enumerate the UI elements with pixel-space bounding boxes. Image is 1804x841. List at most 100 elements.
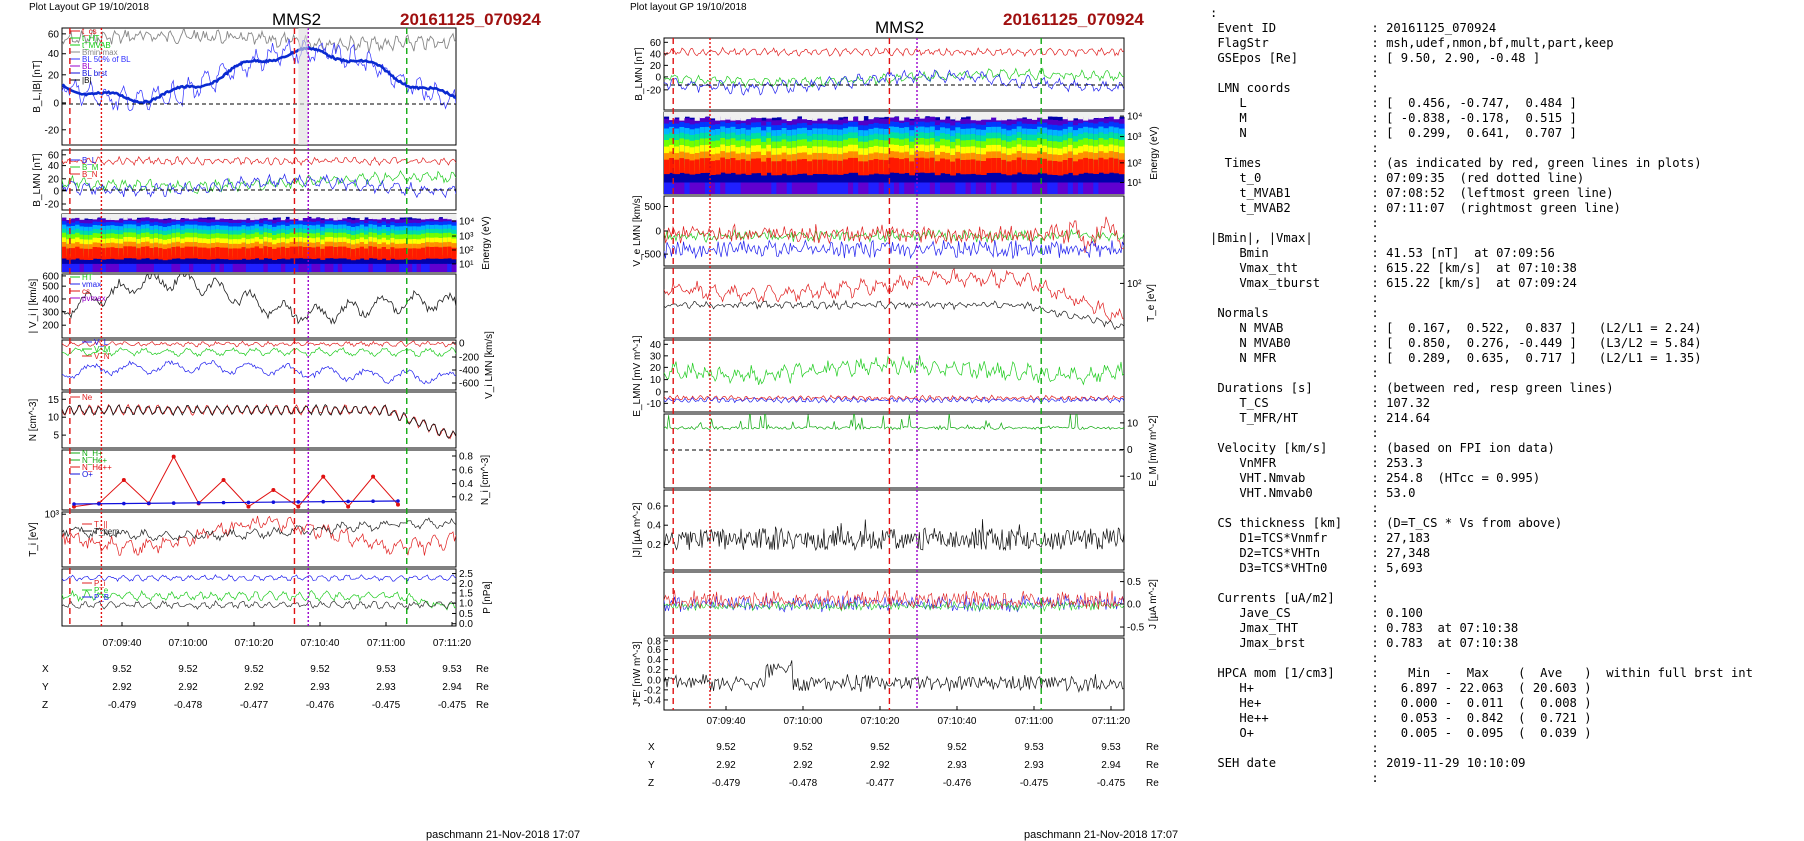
right-spectrogram-cell [873,182,880,194]
left-spectrogram-cell [210,247,216,260]
right-spectrogram-cell [766,157,772,173]
right-header-title: MMS2 [875,18,925,37]
right-spectrogram-cell [735,182,742,194]
left-p7-point [396,502,400,507]
left-panel-1 [61,27,457,146]
left-spectrogram-cell [263,246,269,259]
right-pos-unit: Re [1146,760,1159,771]
right-p9-ylabel: J*E' [nW m^-3] [632,641,643,707]
right-spectrogram-cell [919,112,926,119]
left-p1-BL-smooth [62,45,456,105]
left-spectrogram-cell [399,214,405,218]
info-line: LMN coords : [1210,81,1379,95]
right-spectrogram-cell [745,160,752,175]
right-spectrogram-cell [853,112,859,117]
right-p3-VL [664,216,1124,253]
info-line: Times : (as indicated by red, green line… [1210,156,1702,170]
left-spectrogram-cell [302,263,308,272]
right-spectrogram-cell [704,112,711,117]
right-spectrogram-cell [1093,159,1099,174]
left-p1-legend-label: t_MVAB [82,41,111,50]
left-spectrogram-cell [180,263,186,272]
info-line: t_MVAB1 : 07:08:52 (leftmost green line) [1210,186,1614,200]
right-spectrogram-cell [1026,160,1033,175]
right-spectrogram-cell [730,158,737,173]
right-spectrogram-cell [781,112,788,120]
left-p8-legend-label: T_perp [94,527,120,536]
left-p7-point [171,501,176,505]
left-spectrogram-cell [355,263,361,272]
right-spectrogram-cell [725,112,731,120]
info-line: D1=TCS*Vnmfr : 27,183 [1210,531,1431,545]
left-spectrogram-cell [346,214,352,218]
right-spectrogram-cell [1078,112,1084,120]
left-spectrogram-cell [118,248,124,260]
y-tick-label: 0.0 [1127,600,1141,611]
y-tick-label: -0.4 [644,695,662,706]
left-spectrogram-cell [399,263,405,272]
y-tick-label: 10² [459,245,474,256]
info-line: Velocity [km/s] : (based on FPI ion data… [1210,441,1555,455]
y-tick-label: 60 [48,29,60,40]
right-spectrogram-cell [674,159,680,175]
right-spectrogram-cell [945,159,951,174]
right-spectrogram-cell [1021,182,1028,194]
right-pos-label: Z [648,778,654,789]
left-spectrogram-cell [97,214,102,218]
right-spectrogram-cell [776,182,783,194]
left-spectrogram-cell [381,263,387,272]
left-p1-legend-label: Bmin/max [82,48,118,57]
left-spectrogram-cell [425,214,431,220]
right-spectrogram-cell [1042,182,1048,194]
right-time-tick: 07:11:00 [1015,716,1054,727]
info-line: VHT.Nmvab0 : 53.0 [1210,486,1416,500]
left-spectrogram-cell [153,214,159,219]
left-spectrogram-cell [359,246,365,259]
right-footer: paschmann 21-Nov-2018 17:07 [1024,829,1179,841]
right-pos-value: 2.94 [1101,760,1121,771]
left-spectrogram-cell [368,263,374,272]
right-spectrogram-cell [781,182,788,194]
right-p6-ylabel: E_M [mW m^-2] [1148,415,1159,487]
left-spectrogram-cell [386,263,391,272]
right-spectrogram-cell [1037,157,1043,173]
left-spectrogram-cell [215,247,221,259]
left-p7-point [321,499,326,504]
left-spectrogram-cell [250,263,256,272]
info-line: Durations [s] : (between red, resp green… [1210,381,1614,395]
y-tick-label: -200 [459,353,479,364]
right-spectrogram-cell [720,112,726,121]
left-spectrogram-cell [62,214,67,218]
left-pos-value: 2.92 [178,682,198,693]
left-panel-6 [61,391,457,449]
y-tick-label: 0 [1127,445,1133,456]
right-p3-VN [664,239,1124,260]
right-spectrogram-cell [1011,160,1018,175]
left-spectrogram-cell [92,247,98,259]
left-p3-ylabel: Energy (eV) [481,216,492,269]
left-spectrogram-cell [241,247,247,259]
info-line: : [1210,6,1218,20]
left-pos-unit: Re [476,700,489,711]
left-spectrogram-cell [438,214,444,218]
right-spectrogram-cell [975,182,982,194]
y-tick-label: 0.4 [647,655,661,666]
info-line: N : [ 0.299, 0.641, 0.707 ] [1210,126,1577,140]
left-spectrogram-cell [342,263,348,272]
left-spectrogram-cell [153,263,159,272]
right-spectrogram-cell [750,158,757,174]
left-spectrogram-cell [250,214,256,221]
left-spectrogram-cell [123,246,129,259]
right-spectrogram-cell [735,112,742,121]
left-spectrogram-cell [245,263,251,272]
y-tick-label: 0.2 [647,540,661,551]
left-spectrogram-cell [167,248,173,260]
left-spectrogram-cell [171,263,177,272]
right-spectrogram-cell [1042,112,1048,120]
left-p5-ylabel: V_i LMN [km/s] [484,331,495,399]
info-line: Currents [uA/m2] : [1210,591,1379,605]
left-p7-point [296,504,301,509]
left-p6-legend-label: Ne [82,393,93,402]
left-p1-legend-label: |B| [82,76,92,85]
right-spectrogram-cell [955,158,961,174]
